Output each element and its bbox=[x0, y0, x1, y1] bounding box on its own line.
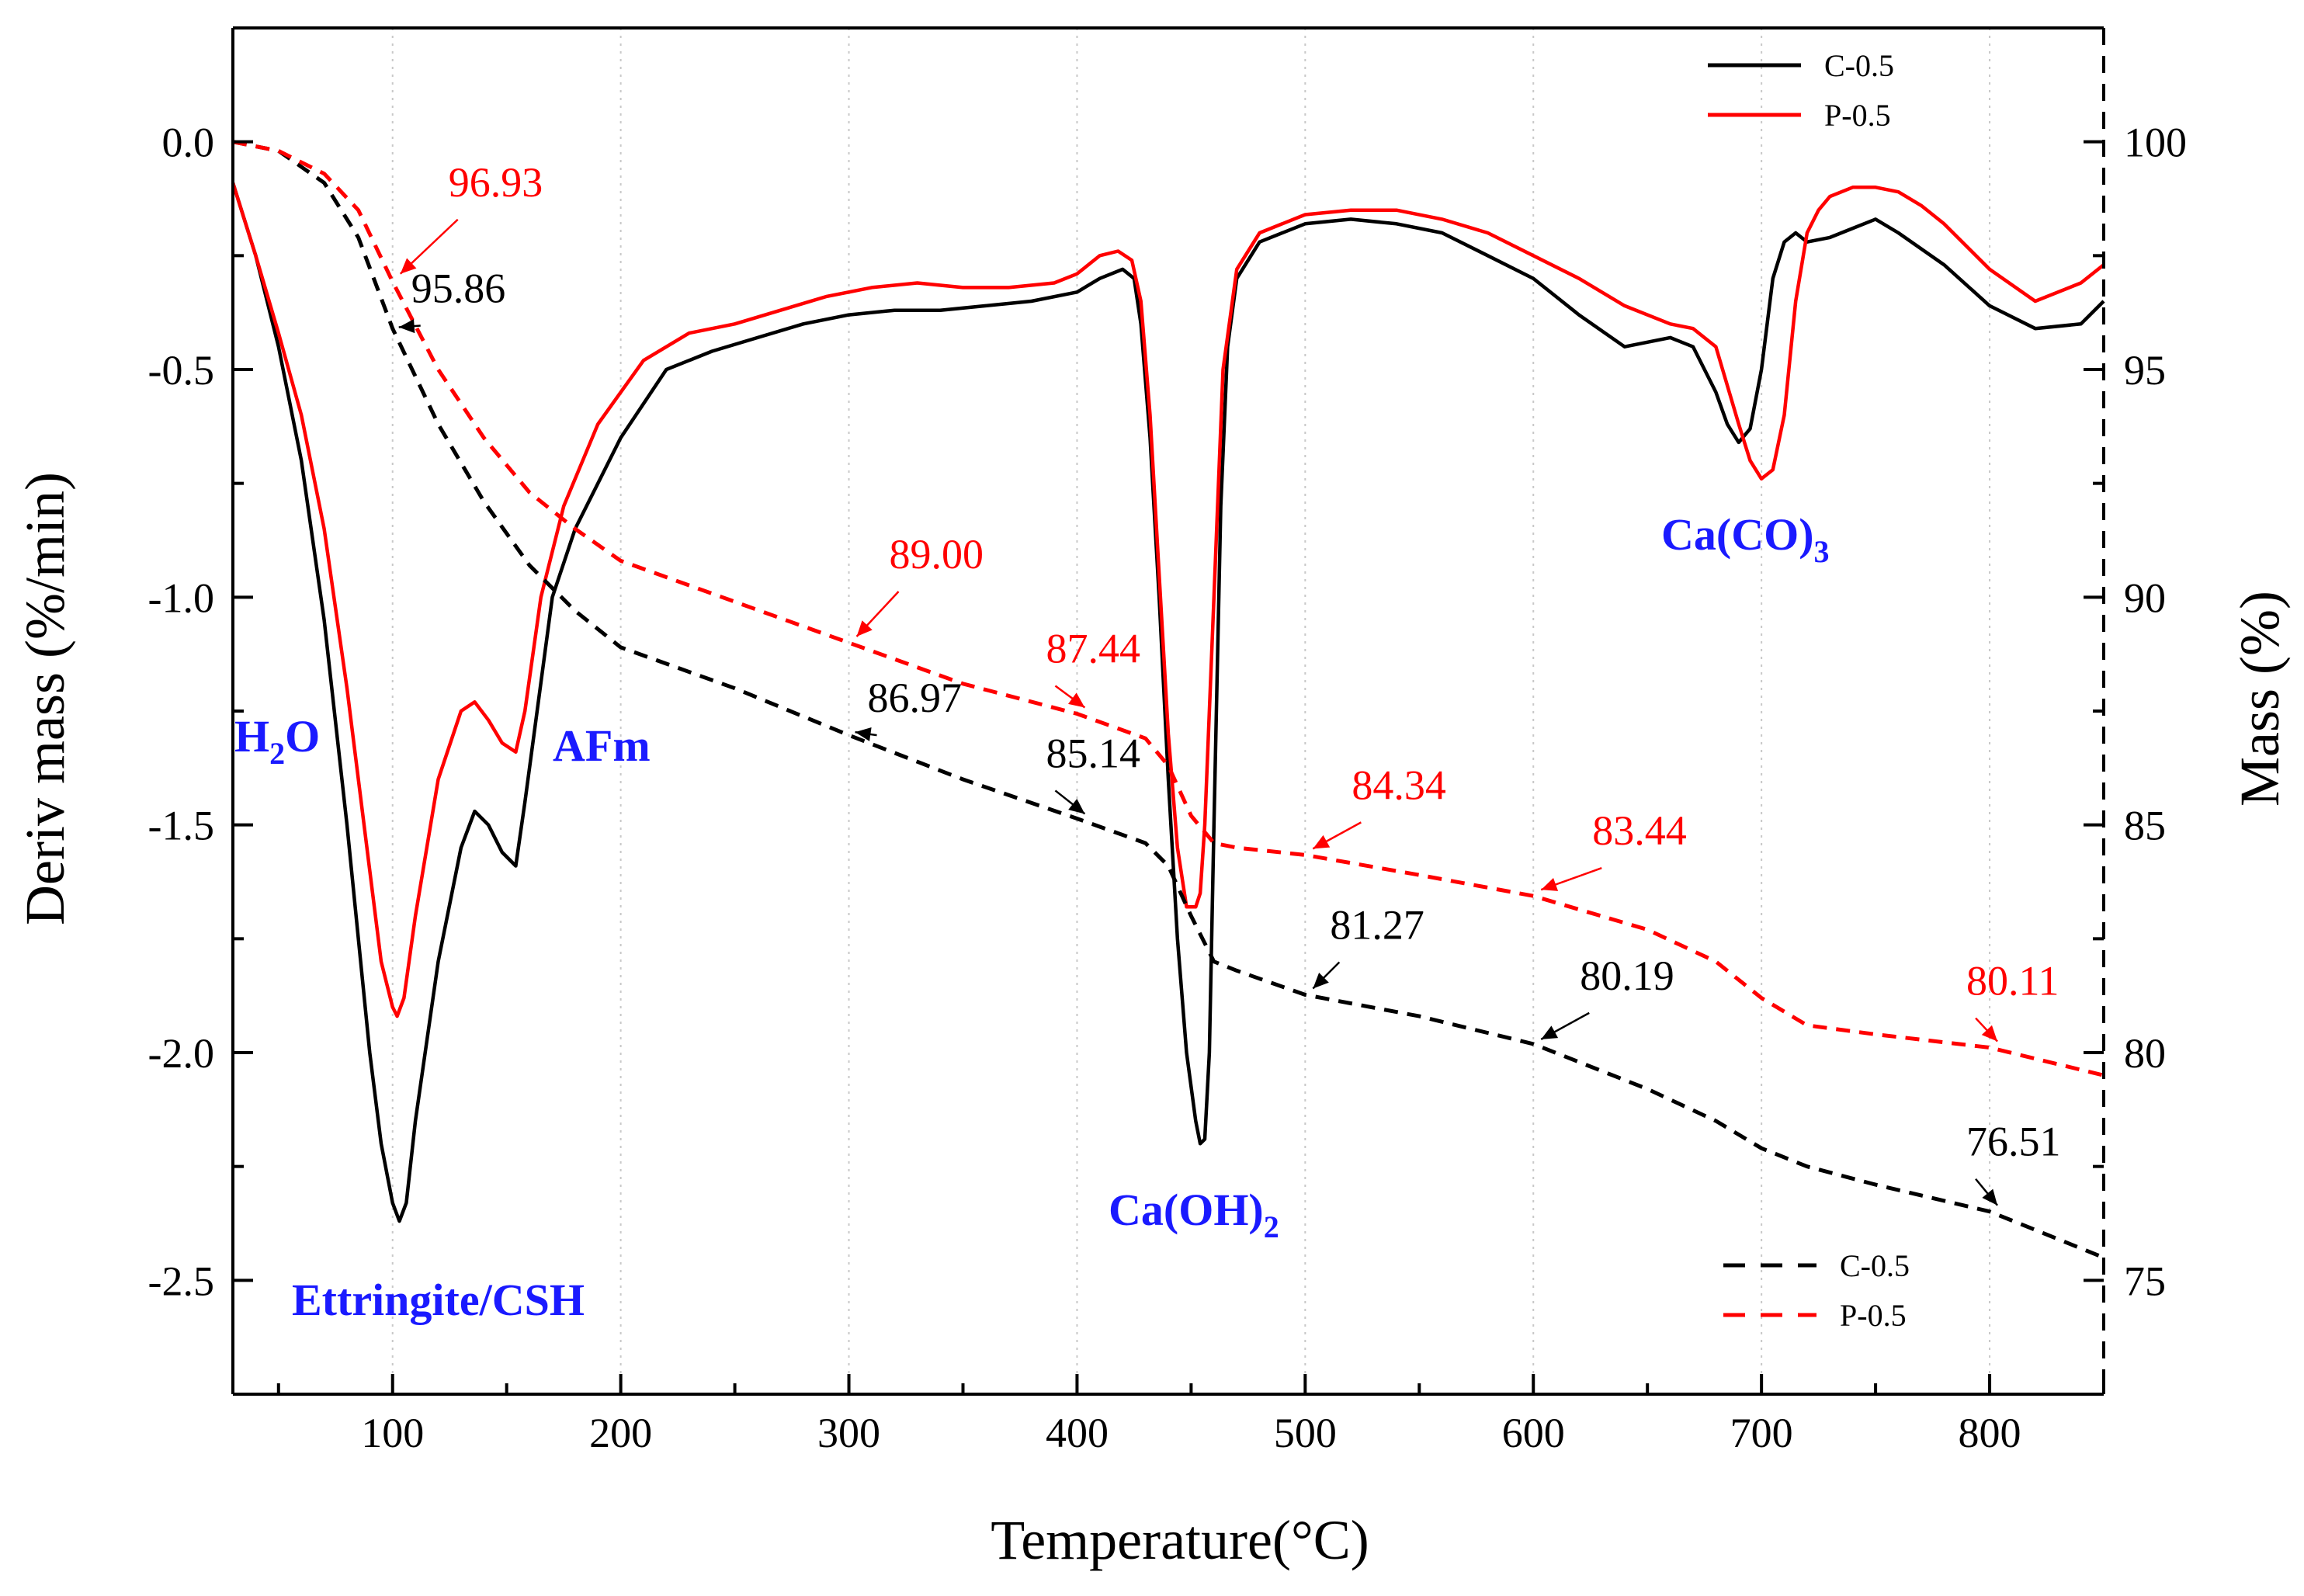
series-dtg-c-0.5 bbox=[231, 182, 2105, 1223]
y-right-tick-label-80: 80 bbox=[2124, 1030, 2166, 1077]
mass-label-83.44: 83.44 bbox=[1592, 807, 1687, 854]
mass-label-76.51: 76.51 bbox=[1966, 1119, 2061, 1165]
y-right-tick-label-85: 85 bbox=[2124, 803, 2166, 849]
y-left-tick-label-3: -1.5 bbox=[148, 803, 214, 849]
mass-arrow-head-9 bbox=[1541, 877, 1559, 891]
x-tick-label-700: 700 bbox=[1730, 1410, 1793, 1456]
mass-label-80.11: 80.11 bbox=[1966, 958, 2059, 1004]
mass-label-96.93: 96.93 bbox=[449, 159, 543, 206]
x-tick-label-100: 100 bbox=[361, 1410, 424, 1456]
y-left-tick-label-2: -1.0 bbox=[148, 574, 214, 621]
x-tick-label-400: 400 bbox=[1046, 1410, 1109, 1456]
mass-label-84.34: 84.34 bbox=[1352, 762, 1446, 808]
y-right-tick-label-100: 100 bbox=[2124, 120, 2187, 166]
y-left-tick-label-1: -0.5 bbox=[148, 347, 214, 394]
mass-label-87.44: 87.44 bbox=[1046, 626, 1140, 672]
peak-label-4: Ca(OH)2 bbox=[1109, 1185, 1279, 1244]
mass-arrow-head-10 bbox=[1982, 1188, 1998, 1206]
y-axis-right-title: Mass (%) bbox=[2229, 591, 2291, 807]
x-tick-label-500: 500 bbox=[1274, 1410, 1337, 1456]
y-left-tick-label-5: -2.5 bbox=[148, 1258, 214, 1304]
mass-arrow-head-3 bbox=[856, 620, 873, 637]
x-tick-label-600: 600 bbox=[1502, 1410, 1565, 1456]
legend-bottom-label-0: C-0.5 bbox=[1840, 1248, 1910, 1283]
y-right-tick-label-75: 75 bbox=[2124, 1258, 2166, 1304]
mass-arrow-head-1 bbox=[400, 258, 417, 274]
peak-label-2: AFm bbox=[553, 720, 651, 771]
legends: C-0.5 P-0.5 C-0.5 P-0.5 bbox=[1708, 48, 1910, 1333]
peak-annotations: H2O AFm Ettringite/CSH Ca(OH)2 Ca(CO)3 bbox=[234, 509, 1830, 1325]
mass-annotations: 95.86 96.93 86.97 89.00 85.14 87.44 81.27 84.34… bbox=[398, 159, 2061, 1206]
mass-arrow-head-11 bbox=[1981, 1025, 1998, 1042]
series-dtg-p-0.5 bbox=[231, 182, 2105, 1018]
peak-label-3: Ettringite/CSH bbox=[292, 1275, 585, 1325]
legend-bottom-label-1: P-0.5 bbox=[1840, 1298, 1907, 1333]
x-tick-label-200: 200 bbox=[589, 1410, 652, 1456]
peak-label-5: Ca(CO)3 bbox=[1661, 509, 1830, 569]
mass-label-95.86: 95.86 bbox=[411, 265, 506, 312]
legend-top-label-0: C-0.5 bbox=[1824, 48, 1894, 83]
ticks: 100 200 300 400 500 600 700 800 0.0 -0.5 -1.0 -1.5 -… bbox=[148, 26, 2187, 1456]
legend-top-label-1: P-0.5 bbox=[1824, 98, 1891, 133]
mass-label-89.00: 89.00 bbox=[890, 531, 984, 578]
series-tg-c-0.5 bbox=[232, 140, 2104, 1260]
y-right-tick-label-95: 95 bbox=[2124, 347, 2166, 394]
mass-label-85.14: 85.14 bbox=[1046, 730, 1140, 776]
mass-label-86.97: 86.97 bbox=[868, 675, 963, 721]
x-tick-label-800: 800 bbox=[1959, 1410, 2021, 1456]
mass-arrow-head-5 bbox=[1067, 692, 1085, 708]
mass-arrow-head-6 bbox=[1313, 972, 1329, 989]
grid bbox=[391, 28, 1991, 1394]
mass-arrow-head-2 bbox=[855, 727, 872, 741]
y-right-tick-label-90: 90 bbox=[2124, 574, 2166, 621]
mass-arrow-head-8 bbox=[1541, 1025, 1559, 1039]
y-left-tick-label-0: 0.0 bbox=[162, 120, 215, 166]
mass-arrow-head-7 bbox=[1313, 834, 1331, 849]
mass-arrow-head-4 bbox=[1068, 798, 1085, 814]
series-tg-p-0.5 bbox=[232, 140, 2104, 1077]
mass-label-81.27: 81.27 bbox=[1330, 901, 1424, 948]
mass-arrow-head-0 bbox=[398, 319, 415, 334]
x-axis-title: Temperature(°C) bbox=[991, 1509, 1369, 1571]
y-left-tick-label-4: -2.0 bbox=[148, 1030, 214, 1077]
x-tick-label-300: 300 bbox=[817, 1410, 880, 1456]
peak-label-1: H2O bbox=[234, 711, 320, 771]
mass-label-80.19: 80.19 bbox=[1580, 952, 1674, 999]
y-axis-left-title: Deriv mass (%/min) bbox=[14, 472, 76, 925]
series-layer bbox=[231, 140, 2105, 1260]
